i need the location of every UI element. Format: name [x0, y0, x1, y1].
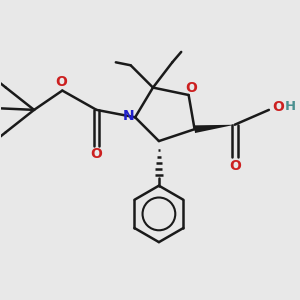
- Text: N: N: [123, 109, 134, 123]
- Text: O: O: [272, 100, 284, 114]
- Text: O: O: [55, 75, 67, 89]
- Polygon shape: [194, 125, 235, 133]
- Text: O: O: [91, 147, 102, 161]
- Text: H: H: [285, 100, 296, 113]
- Text: O: O: [186, 82, 197, 95]
- Text: O: O: [229, 159, 241, 173]
